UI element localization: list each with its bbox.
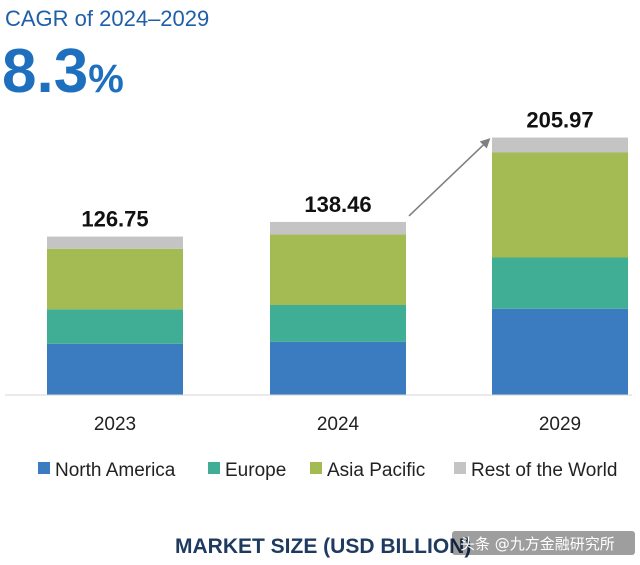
total-label-2029: 205.97 (526, 108, 593, 133)
bar-2024-rest-of-the-world (270, 221, 406, 235)
plot-area: 126.75 2023 138.46 2024 205.97 2029 (47, 108, 628, 435)
x-axis-title: MARKET SIZE (USD BILLION) (175, 535, 471, 558)
bar-2023-rest-of-the-world (47, 236, 183, 249)
bar-2029-europe (492, 257, 628, 309)
x-tick-label-2023: 2023 (94, 414, 136, 435)
legend-swatch-europe (208, 462, 220, 474)
watermark-backdrop (452, 531, 635, 555)
legend-swatch-asia-pacific (310, 462, 322, 474)
bar-stack-2029 (492, 137, 628, 395)
x-tick-label-2029: 2029 (539, 414, 581, 435)
total-label-2024: 138.46 (304, 192, 371, 217)
legend-label-rest-of-the-world: Rest of the World (471, 460, 617, 481)
bar-2029-asia-pacific (492, 152, 628, 258)
bar-2023-north-america (47, 343, 183, 395)
bar-2023-europe (47, 309, 183, 344)
cagr-label: CAGR of 2024–2029 (5, 6, 209, 31)
growth-arrow (408, 138, 491, 217)
legend: North America Europe Asia Pacific Rest of t… (38, 460, 617, 481)
legend-swatch-north-america (38, 462, 50, 474)
bar-2024-north-america (270, 341, 406, 396)
cagr-value: 8.3% (2, 37, 124, 106)
bar-2023-asia-pacific (47, 248, 183, 310)
bar-2029-north-america (492, 308, 628, 395)
legend-swatch-rest-of-the-world (454, 462, 466, 474)
total-label-2023: 126.75 (81, 207, 148, 232)
cagr-number: 8.3 (2, 37, 88, 106)
cagr-unit: % (88, 57, 124, 101)
watermark-text: 头条 @九方金融研究所 (460, 535, 615, 553)
bar-stack-2023 (47, 236, 183, 395)
bar-2024-europe (270, 305, 406, 342)
bar-2024-asia-pacific (270, 234, 406, 306)
legend-label-north-america: North America (55, 460, 176, 481)
bar-2029-rest-of-the-world (492, 137, 628, 153)
legend-label-asia-pacific: Asia Pacific (327, 460, 425, 481)
x-tick-label-2024: 2024 (317, 414, 360, 435)
bar-stack-2024 (270, 221, 406, 396)
legend-label-europe: Europe (225, 460, 286, 481)
watermark: 头条 @九方金融研究所 (452, 531, 635, 555)
